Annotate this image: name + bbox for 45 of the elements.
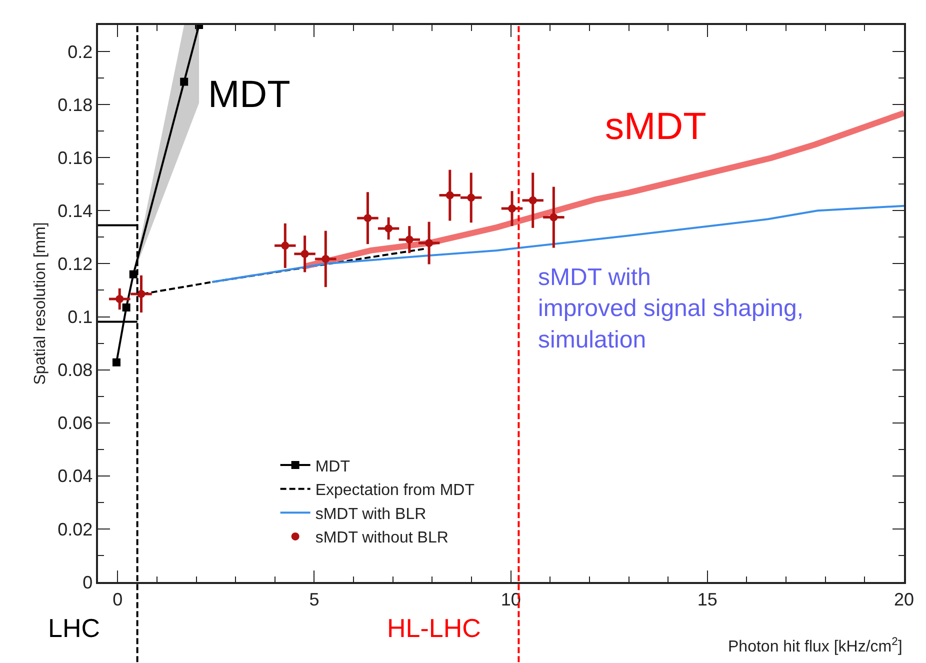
point <box>508 204 516 213</box>
y-tick-label: 0.14 <box>58 200 93 221</box>
point <box>322 254 330 263</box>
y-tick-label: 0.16 <box>58 148 93 168</box>
point <box>364 214 372 222</box>
point <box>405 236 414 244</box>
x-tick-label: 15 <box>697 589 718 610</box>
point <box>112 358 120 366</box>
annotation: sMDT with improved signal shaping, simulation <box>538 264 804 354</box>
y-tick-label: 0.04 <box>58 466 93 486</box>
x-tick-label: 0 <box>112 589 123 610</box>
point <box>467 194 476 202</box>
point <box>180 78 188 86</box>
y-tick-label: 0.12 <box>58 254 93 274</box>
line-series <box>211 204 904 284</box>
y-axis-title: Spatial resolution [mm] <box>32 222 50 385</box>
point <box>446 191 454 200</box>
point <box>550 213 558 222</box>
point <box>300 250 309 258</box>
point <box>425 239 434 248</box>
point <box>137 290 146 298</box>
annotation: MDT <box>208 74 290 116</box>
x-axis-title: Photon hit flux [kHz/cm$^{2}$] <box>728 636 902 656</box>
point <box>528 196 537 204</box>
annotation: sMDT <box>605 106 706 148</box>
y-tick-label: 0.18 <box>58 94 93 115</box>
x-tick-label: 20 <box>894 589 914 610</box>
legend-label: Expectation from MDT <box>315 482 475 500</box>
point <box>281 242 290 250</box>
point <box>116 294 124 303</box>
text: HL-LHC <box>387 613 481 643</box>
point <box>122 303 130 312</box>
text: LHC <box>48 613 100 643</box>
y-tick-label: 0.08 <box>58 360 93 380</box>
point <box>384 224 393 232</box>
y-tick-label: 0.02 <box>58 519 93 540</box>
y-tick-label: 0.2 <box>68 42 93 62</box>
legend-label: sMDT with BLR <box>315 506 426 523</box>
y-tick-label: 0.06 <box>58 413 93 434</box>
x-tick-label: 5 <box>309 589 320 610</box>
legend-label: sMDT without BLR <box>315 530 448 547</box>
y-tick-label: 0.1 <box>68 307 93 328</box>
legend-label: MDT <box>315 458 350 476</box>
y-tick-label: 0 <box>82 572 93 592</box>
point <box>129 270 138 278</box>
